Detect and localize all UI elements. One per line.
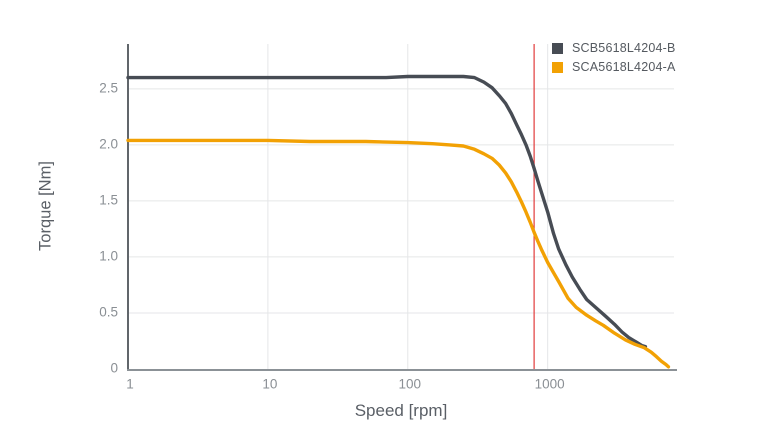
y-tick-label: 0	[110, 361, 118, 376]
y-tick-label: 1.0	[99, 248, 118, 263]
series-line-scb	[126, 74, 648, 349]
x-tick-label: 100	[399, 377, 422, 392]
x-tick-label: 10	[262, 377, 277, 392]
x-tick-label: 1000	[535, 377, 565, 392]
legend-swatch-scb-icon	[552, 42, 563, 54]
y-tick-label: 1.5	[99, 192, 118, 207]
y-tick-label: 0.5	[99, 305, 118, 320]
legend-label-sca: SCA5618L4204-A	[572, 60, 676, 74]
legend-label-scb: SCB5618L4204-B	[572, 41, 676, 55]
chart-legend: SCB5618L4204-B SCA5618L4204-A	[552, 41, 676, 74]
x-tick-label: 1	[126, 377, 134, 392]
y-tick-label: 2.5	[99, 80, 118, 95]
legend-item-scb: SCB5618L4204-B	[552, 41, 676, 55]
y-tick-label: 2.0	[99, 136, 118, 151]
y-axis-title: Torque [Nm]	[36, 161, 55, 251]
series-line-sca	[126, 138, 671, 369]
legend-swatch-sca-icon	[552, 61, 563, 73]
legend-item-sca: SCA5618L4204-A	[552, 60, 676, 74]
x-axis-title: Speed [rpm]	[354, 401, 448, 420]
